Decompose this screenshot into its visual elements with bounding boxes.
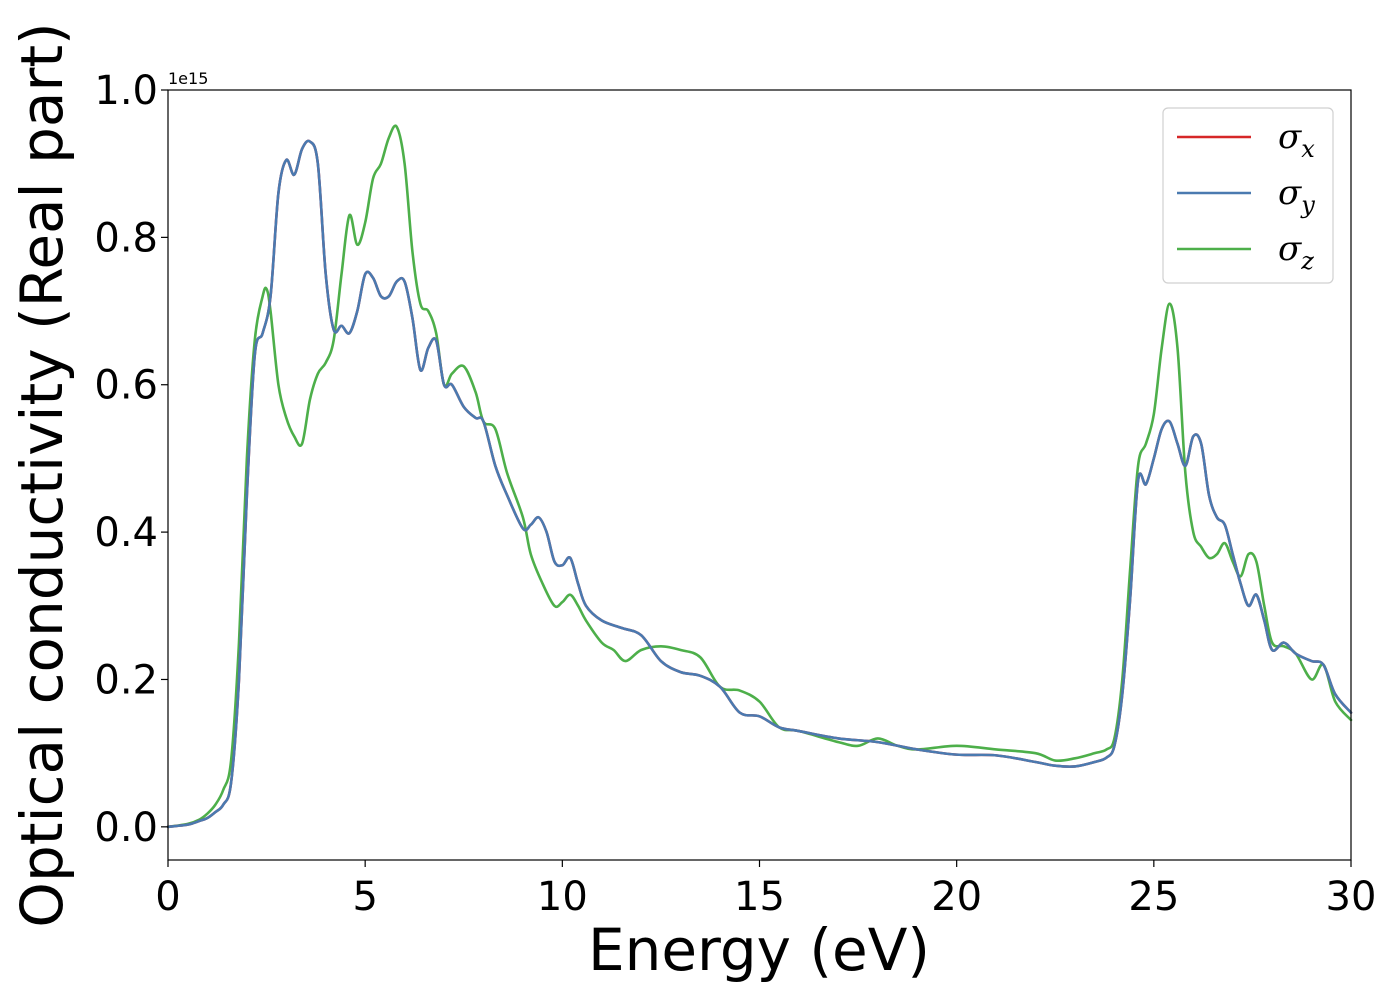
legend-label-sigma-x: σx <box>1278 117 1315 163</box>
y-tick-label: 0.4 <box>94 510 158 556</box>
x-tick-label: 20 <box>931 874 982 920</box>
x-axis: 0 5 10 15 20 25 30 <box>155 860 1376 920</box>
x-axis-title: Energy (eV) <box>588 916 930 984</box>
legend-subscript: z <box>1300 247 1314 275</box>
legend-label-sigma-z: σz <box>1278 229 1314 275</box>
legend-box <box>1162 107 1334 284</box>
series-line-sigma-y <box>166 139 1353 829</box>
legend-label-sigma-y: σy <box>1278 173 1315 219</box>
y-tick-label: 0.2 <box>94 657 158 703</box>
legend-symbol: σ <box>1278 173 1302 213</box>
legend-symbol: σ <box>1278 117 1302 157</box>
legend-symbol: σ <box>1278 229 1302 269</box>
y-axis-title: Optical conductivity (Real part) <box>8 22 76 927</box>
x-tick-label: 0 <box>155 874 180 920</box>
x-tick-label: 5 <box>352 874 377 920</box>
x-tick-label: 10 <box>537 874 588 920</box>
y-tick-label: 0.6 <box>94 363 158 409</box>
legend-subscript: x <box>1301 135 1315 163</box>
y-tick-label: 0.0 <box>94 805 158 851</box>
y-axis: 0.0 0.2 0.4 0.6 0.8 1.0 <box>94 68 168 851</box>
series-layer <box>166 124 1353 829</box>
y-tick-label: 1.0 <box>94 68 158 114</box>
series-line-sigma-z <box>166 124 1353 829</box>
x-tick-label: 15 <box>734 874 785 920</box>
x-tick-label: 30 <box>1326 874 1377 920</box>
y-offset-label: 1e15 <box>168 69 208 88</box>
y-tick-label: 0.8 <box>94 215 158 261</box>
x-tick-label: 25 <box>1128 874 1179 920</box>
legend-subscript: y <box>1300 191 1315 219</box>
